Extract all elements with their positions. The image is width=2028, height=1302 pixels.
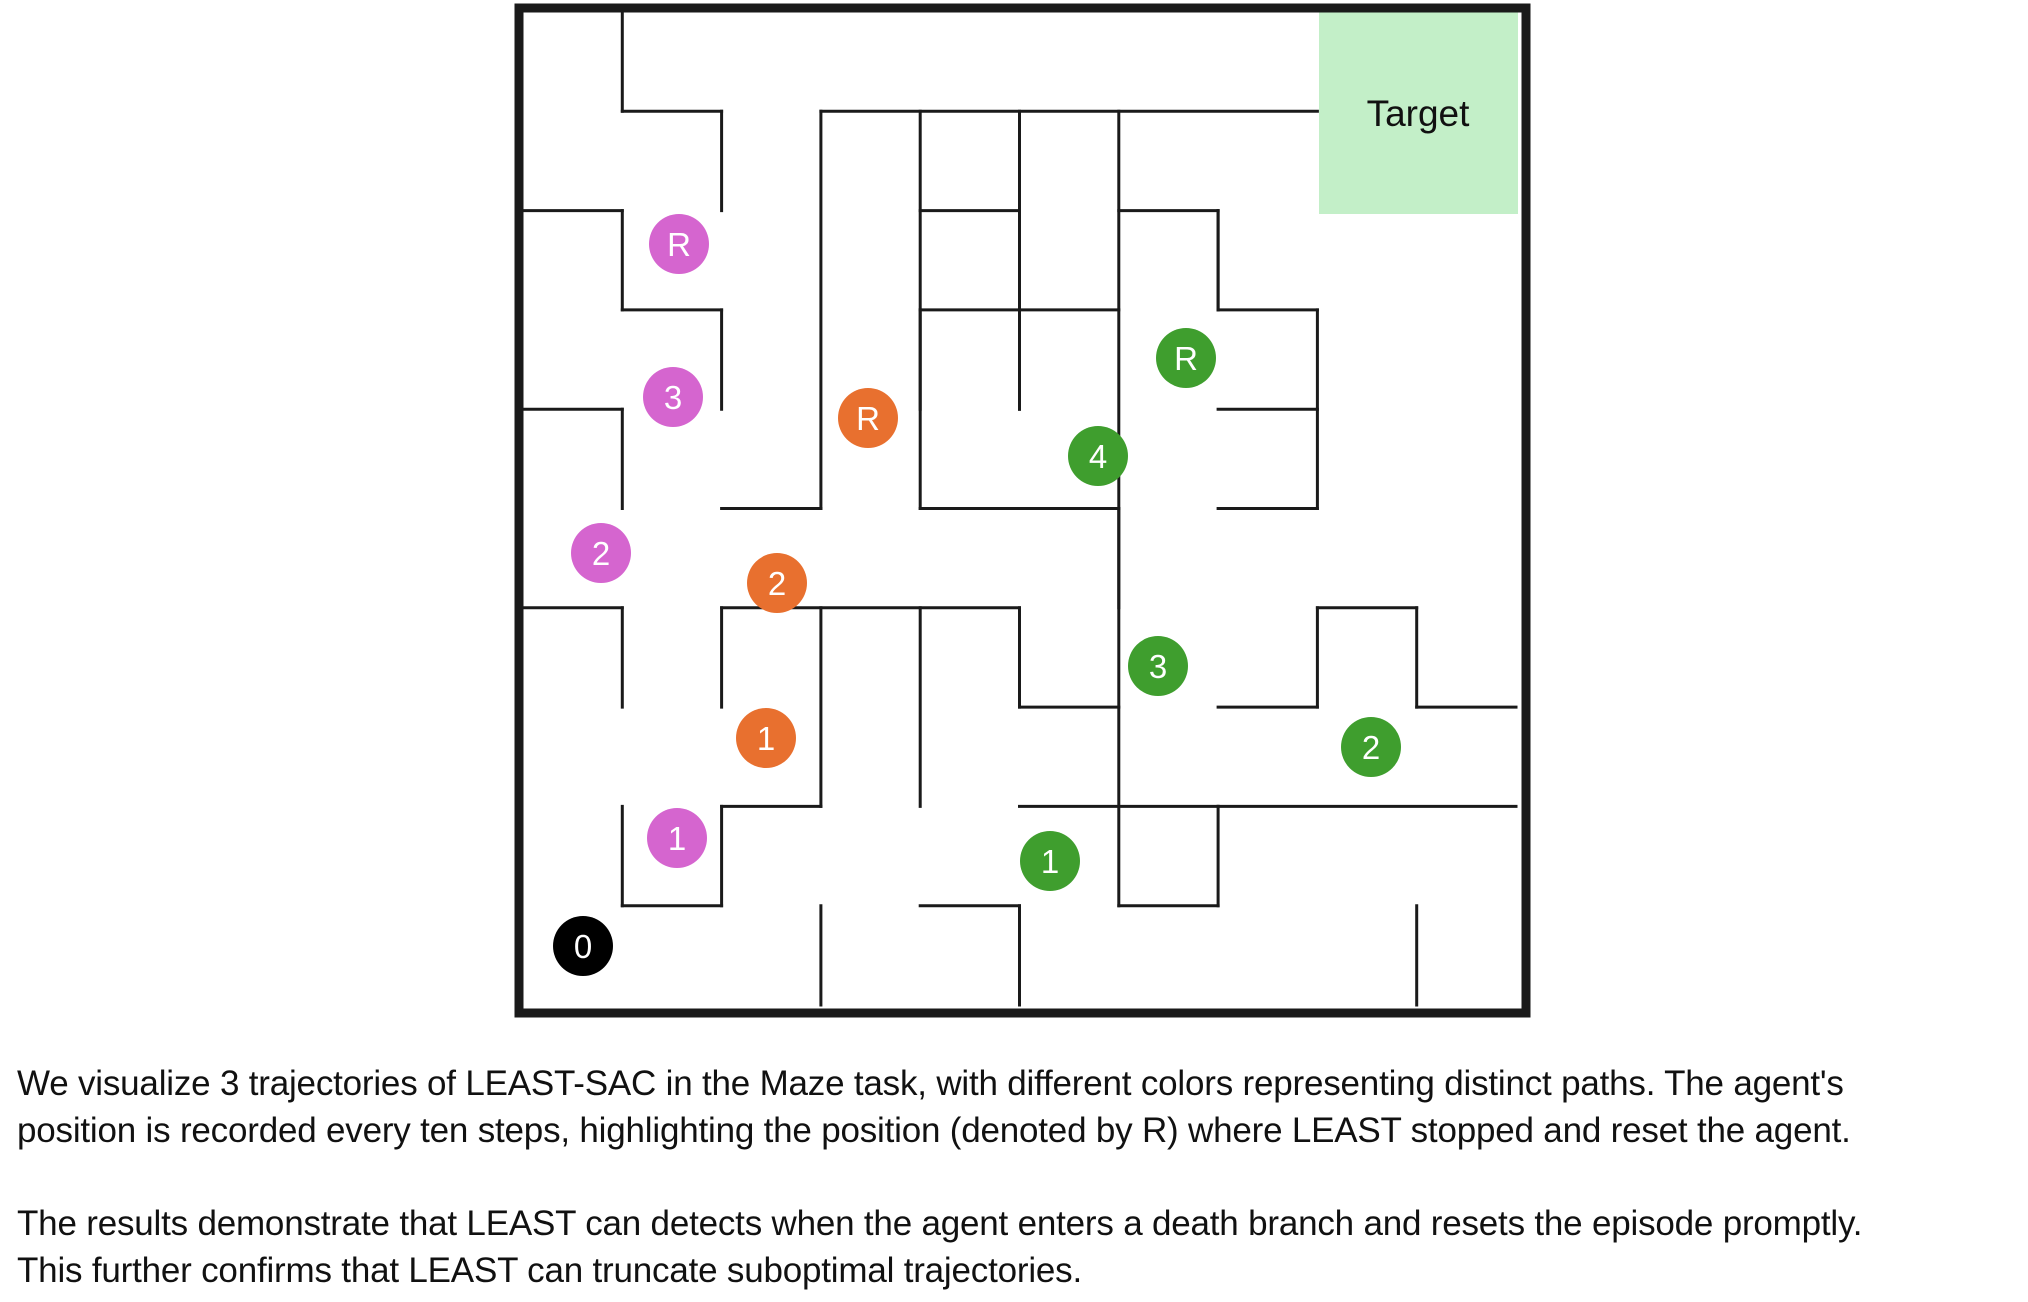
marker-circle xyxy=(571,523,631,583)
marker-circle xyxy=(647,808,707,868)
marker-label: 2 xyxy=(592,535,610,572)
marker-circle xyxy=(1020,831,1080,891)
marker-circle xyxy=(649,214,709,274)
pink-marker-3: 3 xyxy=(643,367,703,427)
marker-label: 1 xyxy=(1041,843,1059,880)
marker-circle xyxy=(838,388,898,448)
marker-label: 2 xyxy=(768,565,786,602)
green-marker-1: 1 xyxy=(1020,831,1080,891)
target-cell xyxy=(1319,12,1518,214)
marker-circle xyxy=(643,367,703,427)
green-marker-r: R xyxy=(1156,328,1216,388)
marker-label: R xyxy=(667,226,691,263)
marker-label: 3 xyxy=(664,379,682,416)
caption-line: position is recorded every ten steps, hi… xyxy=(17,1111,1851,1150)
pink-marker-1: 1 xyxy=(647,808,707,868)
marker-circle xyxy=(1128,636,1188,696)
marker-label: R xyxy=(1174,340,1198,377)
marker-circle xyxy=(1156,328,1216,388)
orange-marker-1: 1 xyxy=(736,708,796,768)
marker-label: 4 xyxy=(1089,438,1107,475)
trajectory-markers: 0 1 2 3 R 1 2 R 1 2 3 4 R xyxy=(553,214,1401,976)
marker-circle xyxy=(1068,426,1128,486)
marker-circle xyxy=(736,708,796,768)
marker-label: 1 xyxy=(757,720,775,757)
green-marker-2: 2 xyxy=(1341,717,1401,777)
maze-outer-wall xyxy=(514,3,1531,1018)
green-marker-4: 4 xyxy=(1068,426,1128,486)
maze-inner-walls xyxy=(521,10,1518,1007)
pink-marker-r: R xyxy=(649,214,709,274)
pink-marker-2: 2 xyxy=(571,523,631,583)
marker-label: 3 xyxy=(1149,648,1167,685)
orange-marker-2: 2 xyxy=(747,553,807,613)
marker-circle xyxy=(553,916,613,976)
marker-circle xyxy=(747,553,807,613)
marker-circle xyxy=(1341,717,1401,777)
caption-line: The results demonstrate that LEAST can d… xyxy=(17,1204,1863,1243)
marker-label: 2 xyxy=(1362,729,1380,766)
caption-paragraph-1: We visualize 3 trajectories of LEAST-SAC… xyxy=(17,1060,2017,1154)
start-marker: 0 xyxy=(553,916,613,976)
marker-label: R xyxy=(856,400,880,437)
caption-paragraph-2: The results demonstrate that LEAST can d… xyxy=(17,1200,2017,1294)
caption-line: This further confirms that LEAST can tru… xyxy=(17,1251,1082,1290)
orange-marker-r: R xyxy=(838,388,898,448)
marker-label: 1 xyxy=(668,820,686,857)
caption-line: We visualize 3 trajectories of LEAST-SAC… xyxy=(17,1064,1844,1103)
target-label: Target xyxy=(1367,93,1471,134)
green-marker-3: 3 xyxy=(1128,636,1188,696)
marker-label: 0 xyxy=(574,928,592,965)
maze-diagram: Target 0 1 2 3 R 1 2 R 1 2 3 4 R xyxy=(514,3,1531,1018)
